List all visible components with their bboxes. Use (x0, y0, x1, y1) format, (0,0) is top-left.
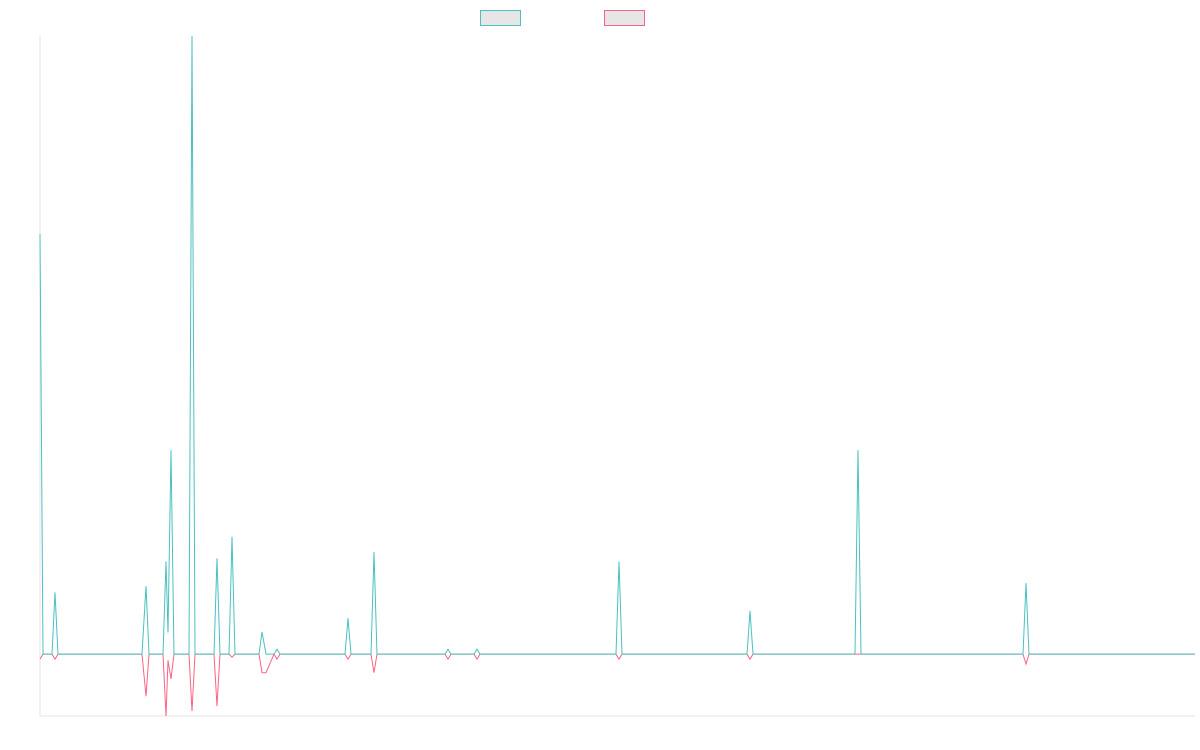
series-line (39, 35, 1195, 655)
legend-swatch[interactable] (480, 10, 521, 26)
series-line (39, 653, 1195, 717)
legend-swatch[interactable] (604, 10, 645, 26)
